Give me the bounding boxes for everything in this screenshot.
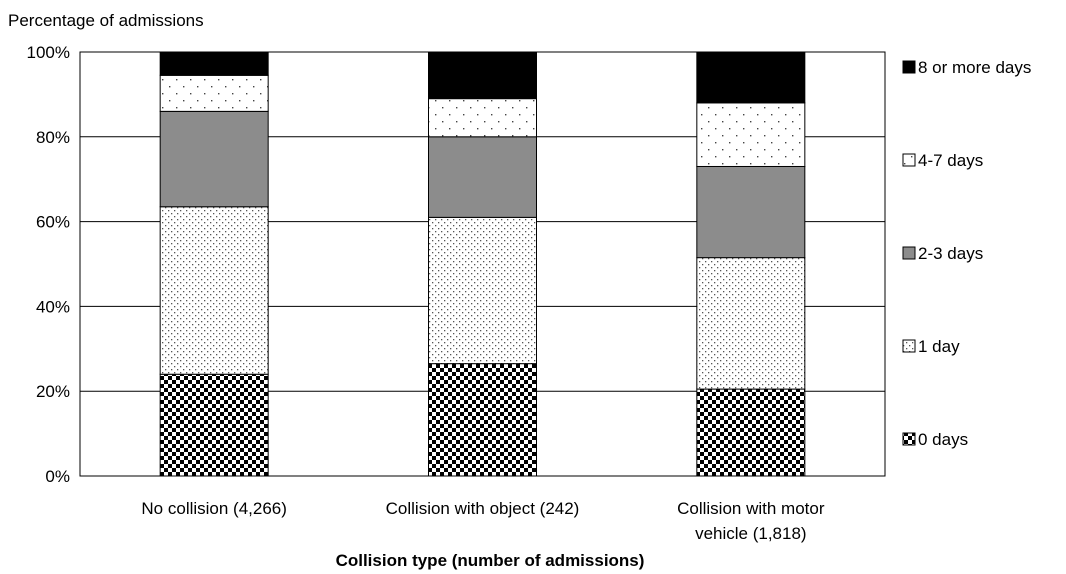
x-tick-label: vehicle (1,818) bbox=[695, 524, 807, 543]
legend-swatch bbox=[902, 60, 916, 74]
bar-segment bbox=[696, 51, 806, 104]
y-tick-label: 100% bbox=[27, 43, 70, 62]
y-tick-label: 20% bbox=[36, 382, 70, 401]
bar-segment bbox=[159, 110, 269, 208]
legend-label: 0 days bbox=[918, 430, 968, 449]
bar-segment bbox=[696, 257, 806, 390]
legend-label: 8 or more days bbox=[918, 58, 1031, 77]
bar-segment bbox=[159, 74, 269, 112]
y-axis-ticks: 0% 20% 40% 60% 80% 100% bbox=[27, 43, 70, 486]
bar-segment bbox=[696, 388, 806, 477]
bar-segment bbox=[428, 51, 537, 100]
y-tick-label: 0% bbox=[45, 467, 70, 486]
legend-label: 2-3 days bbox=[918, 244, 983, 263]
legend-label: 4-7 days bbox=[918, 151, 983, 170]
x-tick-label: Collision with object (242) bbox=[386, 499, 580, 518]
bar-segment bbox=[428, 136, 537, 218]
x-axis-title: Collision type (number of admissions) bbox=[336, 551, 645, 570]
legend-swatch bbox=[902, 432, 916, 446]
y-axis-title: Percentage of admissions bbox=[8, 11, 204, 30]
bars bbox=[159, 51, 806, 477]
bar-segment bbox=[428, 216, 537, 365]
bar-segment bbox=[428, 98, 537, 138]
bar-segment bbox=[159, 51, 269, 76]
bar-segment bbox=[696, 165, 806, 259]
legend-swatch bbox=[902, 339, 916, 353]
y-tick-label: 60% bbox=[36, 213, 70, 232]
bar-segment bbox=[159, 206, 269, 375]
legend: 8 or more days 4-7 days 2-3 days 1 day 0 day… bbox=[902, 58, 1031, 449]
bar-segment bbox=[159, 373, 269, 477]
legend-swatch bbox=[902, 246, 916, 260]
x-tick-label: No collision (4,266) bbox=[141, 499, 287, 518]
legend-label: 1 day bbox=[918, 337, 960, 356]
y-tick-label: 40% bbox=[36, 297, 70, 316]
bar-segment bbox=[428, 363, 537, 477]
legend-swatch bbox=[902, 153, 916, 167]
x-axis-ticks: No collision (4,266) Collision with objec… bbox=[141, 499, 824, 543]
y-tick-label: 80% bbox=[36, 128, 70, 147]
x-tick-label: Collision with motor bbox=[677, 499, 825, 518]
plot-area-border bbox=[79, 51, 886, 477]
bar-segment bbox=[696, 102, 806, 167]
